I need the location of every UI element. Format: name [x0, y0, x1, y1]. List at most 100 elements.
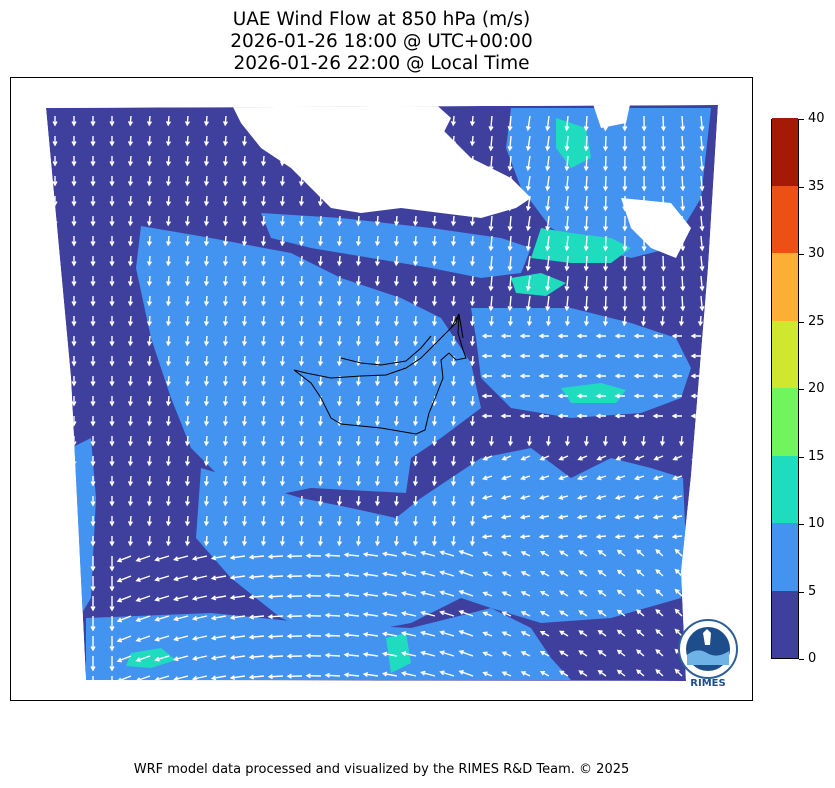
wind-arrow [336, 395, 343, 407]
colorbar-tick [799, 524, 804, 525]
wind-arrow [298, 295, 305, 307]
map-panel[interactable] [10, 77, 753, 701]
wind-arrow [412, 115, 419, 127]
wind-arrow [660, 195, 666, 212]
wind-arrow [693, 568, 702, 577]
wind-arrow [184, 235, 191, 247]
wind-arrow [90, 656, 96, 672]
wind-arrow [267, 574, 284, 580]
wind-arrow [381, 651, 398, 657]
wind-arrow [241, 435, 248, 447]
wind-arrow [52, 356, 58, 367]
wind-arrow [203, 175, 210, 187]
wind-arrow [154, 615, 170, 622]
wind-arrow [127, 335, 134, 347]
wind-arrow [450, 195, 457, 207]
wind-arrow [458, 570, 474, 577]
wind-arrow [90, 336, 96, 347]
wind-arrow [578, 630, 588, 637]
wind-arrow [298, 375, 305, 387]
wind-arrow [90, 416, 96, 427]
wind-arrow [324, 552, 341, 558]
wind-arrow [576, 373, 587, 379]
wind-arrow [355, 275, 362, 287]
wind-arrow [381, 551, 398, 557]
wind-arrow [458, 550, 474, 557]
wind-arrow [286, 573, 303, 579]
wind-arrow [374, 315, 381, 327]
wind-arrow [165, 195, 172, 207]
wind-arrow [362, 611, 379, 617]
wind-arrow [469, 455, 476, 467]
wind-arrow [578, 590, 588, 597]
wind-arrow [564, 215, 570, 232]
wind-arrow [229, 674, 246, 680]
colorbar-tick-label: 30 [808, 246, 825, 261]
wind-arrow [507, 435, 514, 447]
wind-arrow [525, 215, 531, 232]
wind-arrow [52, 296, 58, 307]
wind-arrow [260, 495, 267, 507]
wind-arrow [324, 572, 341, 578]
wind-arrow [317, 195, 324, 207]
wind-arrow [652, 534, 664, 540]
wind-arrow [622, 175, 628, 192]
wind-arrow [355, 315, 362, 327]
wind-arrow [52, 396, 58, 407]
wind-arrow [279, 475, 286, 487]
wind-arrow [622, 135, 628, 152]
wind-arrow [241, 535, 248, 547]
wind-arrow [374, 255, 381, 267]
wind-arrow [482, 651, 493, 657]
wind-arrow [146, 415, 153, 427]
wind-arrow [241, 255, 248, 267]
wind-arrow [538, 353, 549, 359]
colorbar-segment [772, 388, 798, 456]
wind-arrow [652, 413, 663, 419]
wind-arrow [393, 415, 400, 427]
wind-arrow [450, 275, 457, 287]
wind-arrow [469, 475, 476, 487]
wind-arrow [109, 576, 115, 592]
wind-arrow [545, 295, 551, 312]
wind-arrow [488, 155, 494, 172]
wind-arrow [165, 235, 172, 247]
wind-arrow [469, 135, 476, 147]
wind-arrow [614, 534, 626, 540]
wind-arrow [154, 595, 170, 602]
wind-arrow [355, 135, 362, 147]
wind-arrow [52, 376, 58, 387]
wind-arrow [622, 155, 628, 172]
wind-arrow [146, 295, 153, 307]
wind-arrow [583, 235, 589, 252]
wind-arrow [260, 375, 267, 387]
wind-arrow [450, 395, 457, 407]
wind-arrow [374, 155, 381, 167]
wind-arrow [603, 115, 609, 132]
wind-arrow [154, 655, 170, 662]
wind-arrow [488, 255, 494, 272]
wind-arrow [343, 632, 360, 638]
wind-arrow [146, 495, 153, 507]
wind-arrow [501, 611, 512, 617]
wind-arrow [469, 535, 476, 547]
wind-arrow [355, 295, 362, 307]
wind-arrow [564, 315, 571, 327]
wind-arrow [127, 375, 134, 387]
wind-arrow [539, 455, 550, 461]
wind-arrow [90, 316, 96, 327]
colorbar-tick [799, 186, 804, 188]
wind-arrow [71, 336, 77, 347]
wind-arrow [165, 375, 172, 387]
wind-arrow [595, 534, 607, 540]
wind-arrow [400, 571, 417, 577]
wind-arrow [173, 615, 189, 622]
wind-arrow [597, 609, 607, 617]
wind-arrow [374, 535, 381, 547]
wind-arrow [298, 235, 305, 247]
wind-arrow [184, 535, 191, 547]
wind-arrow [184, 495, 191, 507]
wind-arrow [52, 176, 58, 187]
wind-arrow [381, 591, 398, 597]
wind-arrow [431, 415, 438, 427]
